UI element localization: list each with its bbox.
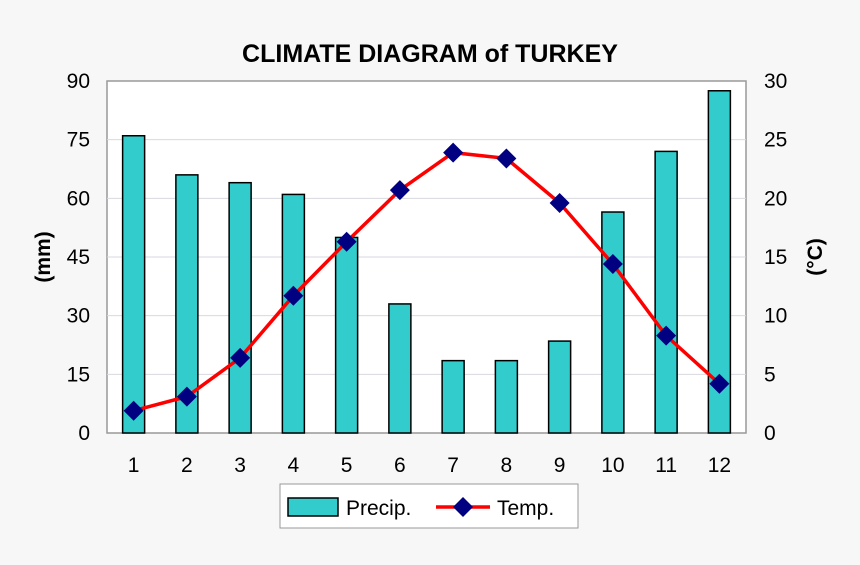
y-right-tick-label: 5 [764,363,776,386]
legend-temp-label: Temp. [497,497,554,520]
legend-precip-swatch [287,497,339,517]
y-left-tick-label: 0 [78,422,90,445]
x-tick-label: 6 [394,454,406,477]
precip-bar [441,359,465,434]
chart-title: CLIMATE DIAGRAM of TURKEY [242,40,618,68]
x-tick-label: 2 [181,454,193,477]
temp-marker [230,347,251,368]
x-tick-label: 11 [655,454,677,477]
temp-marker [496,148,517,169]
x-tick-label: 1 [128,454,140,477]
precip-bar [281,193,306,434]
x-tick-label: 12 [708,454,731,477]
precip-bar [601,211,625,434]
temp-marker [176,386,197,407]
legend-temp-marker [453,497,473,517]
x-tick-label: 3 [234,454,246,477]
x-tick-label: 10 [601,454,624,477]
y-right-tick-label: 25 [764,129,787,152]
temp-marker [656,325,677,346]
y-right-tick-label: 30 [764,70,787,93]
y-left-tick-label: 90 [67,70,90,93]
precip-bar [547,340,572,434]
precip-bar [334,236,359,434]
precip-bar [494,359,519,434]
y-right-tick-label: 20 [764,187,787,210]
temp-marker [709,373,730,394]
y-left-tick-label: 45 [67,246,90,269]
precip-bar [654,150,678,434]
temp-line [133,150,721,413]
x-tick-label: 8 [501,454,513,477]
temp-marker [602,254,623,275]
temp-marker [549,193,570,214]
y-right-tick-label: 10 [764,305,787,328]
temp-marker [443,142,464,163]
x-tick-label: 7 [447,454,459,477]
precip-bar [707,90,732,434]
precip-bar [228,181,252,434]
y-left-tick-label: 60 [67,187,90,210]
x-tick-label: 4 [288,454,300,477]
temp-marker [283,285,304,306]
temp-marker [123,400,144,421]
temp-marker [336,231,357,252]
legend: Precip. Temp. [279,483,579,529]
y-left-tick-label: 75 [67,129,90,152]
precip-bar [388,303,412,434]
y-right-tick-label: 0 [764,422,776,445]
y-left-tick-label: 30 [67,305,90,328]
precip-bar [175,174,199,434]
y-axis-left-label: (mm) [32,231,55,282]
x-tick-label: 9 [554,454,566,477]
y-axis-right-label: (°C) [804,238,827,276]
legend-precip-label: Precip. [346,497,411,520]
y-left-tick-label: 15 [67,363,90,386]
y-right-tick-label: 15 [764,246,787,269]
precip-bar [121,135,146,434]
temp-marker [389,180,410,201]
x-tick-label: 5 [341,454,353,477]
